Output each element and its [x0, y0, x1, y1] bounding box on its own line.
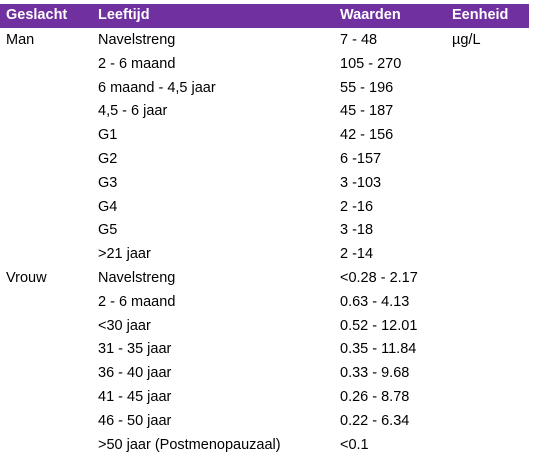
cell-waarden: 0.63 - 4.13	[340, 293, 410, 310]
cell-waarden: 0.35 - 11.84	[340, 341, 417, 358]
table-row: G2 6 -157	[0, 147, 529, 171]
table-row: Vrouw Navelstreng <0.28 - 2.17	[0, 266, 529, 290]
table-row: G1 42 - 156	[0, 123, 529, 147]
cell-geslacht: Man	[6, 32, 35, 48]
cell-geslacht: Vrouw	[6, 269, 47, 286]
cell-leeftijd: G1	[98, 127, 118, 144]
cell-leeftijd: G2	[98, 150, 118, 167]
cell-waarden: 105 - 270	[340, 55, 402, 72]
cell-leeftijd: G5	[98, 222, 118, 239]
header-waarden: Waarden	[340, 7, 401, 23]
cell-waarden: 55 - 196	[340, 79, 394, 96]
cell-waarden: 0.26 - 8.78	[340, 388, 410, 405]
table-body: Man Navelstreng 7 - 48 µg/L 2 - 6 maand 105 -…	[0, 28, 529, 456]
table-row: G5 3 -18	[0, 218, 529, 242]
cell-leeftijd: G4	[98, 198, 118, 215]
cell-waarden: 7 - 48	[340, 32, 378, 48]
cell-waarden: 3 -103	[340, 174, 382, 191]
table-row: 31 - 35 jaar 0.35 - 11.84	[0, 337, 529, 361]
cell-waarden: 42 - 156	[340, 127, 394, 144]
cell-leeftijd: 36 - 40 jaar	[98, 365, 172, 382]
cell-leeftijd: 46 - 50 jaar	[98, 412, 172, 429]
cell-leeftijd: G3	[98, 174, 118, 191]
header-geslacht: Geslacht	[6, 7, 68, 23]
cell-waarden: <0.28 - 2.17	[340, 269, 418, 286]
cell-waarden: 3 -18	[340, 222, 374, 239]
cell-waarden: 45 - 187	[340, 103, 394, 120]
cell-leeftijd: 2 - 6 maand	[98, 293, 176, 310]
table-row: 4,5 - 6 jaar 45 - 187	[0, 99, 529, 123]
table-row: 6 maand - 4,5 jaar 55 - 196	[0, 76, 529, 100]
table-row: Man Navelstreng 7 - 48 µg/L	[0, 28, 529, 52]
table-row: G3 3 -103	[0, 171, 529, 195]
table-row: >21 jaar 2 -14	[0, 242, 529, 266]
table-row: >50 jaar (Postmenopauzaal) <0.1	[0, 433, 529, 457]
cell-waarden: 2 -14	[340, 246, 374, 263]
cell-waarden: 0.22 - 6.34	[340, 412, 410, 429]
cell-leeftijd: >21 jaar	[98, 246, 151, 263]
table-row: 2 - 6 maand 105 - 270	[0, 52, 529, 76]
cell-leeftijd: 2 - 6 maand	[98, 55, 176, 72]
cell-leeftijd: 41 - 45 jaar	[98, 388, 172, 405]
cell-waarden: 2 -16	[340, 198, 374, 215]
cell-waarden: <0.1	[340, 436, 369, 453]
cell-eenheid: µg/L	[452, 32, 481, 48]
header-leeftijd: Leeftijd	[98, 7, 150, 23]
cell-waarden: 0.52 - 12.01	[340, 317, 418, 334]
table-row: G4 2 -16	[0, 195, 529, 219]
table-row: 2 - 6 maand 0.63 - 4.13	[0, 290, 529, 314]
cell-leeftijd: Navelstreng	[98, 269, 176, 286]
cell-leeftijd: 31 - 35 jaar	[98, 341, 172, 358]
cell-leeftijd: >50 jaar (Postmenopauzaal)	[98, 436, 281, 453]
table-row: <30 jaar 0.52 - 12.01	[0, 314, 529, 338]
cell-waarden: 6 -157	[340, 150, 382, 167]
table-header: Geslacht Leeftijd Waarden Eenheid	[0, 4, 529, 28]
cell-leeftijd: 4,5 - 6 jaar	[98, 103, 168, 120]
cell-leeftijd: <30 jaar	[98, 317, 151, 334]
cell-waarden: 0.33 - 9.68	[340, 365, 410, 382]
cell-leeftijd: 6 maand - 4,5 jaar	[98, 79, 216, 96]
cell-leeftijd: Navelstreng	[98, 32, 176, 48]
header-eenheid: Eenheid	[452, 7, 509, 23]
table-row: 46 - 50 jaar 0.22 - 6.34	[0, 409, 529, 433]
table-row: 36 - 40 jaar 0.33 - 9.68	[0, 361, 529, 385]
table-row: 41 - 45 jaar 0.26 - 8.78	[0, 385, 529, 409]
